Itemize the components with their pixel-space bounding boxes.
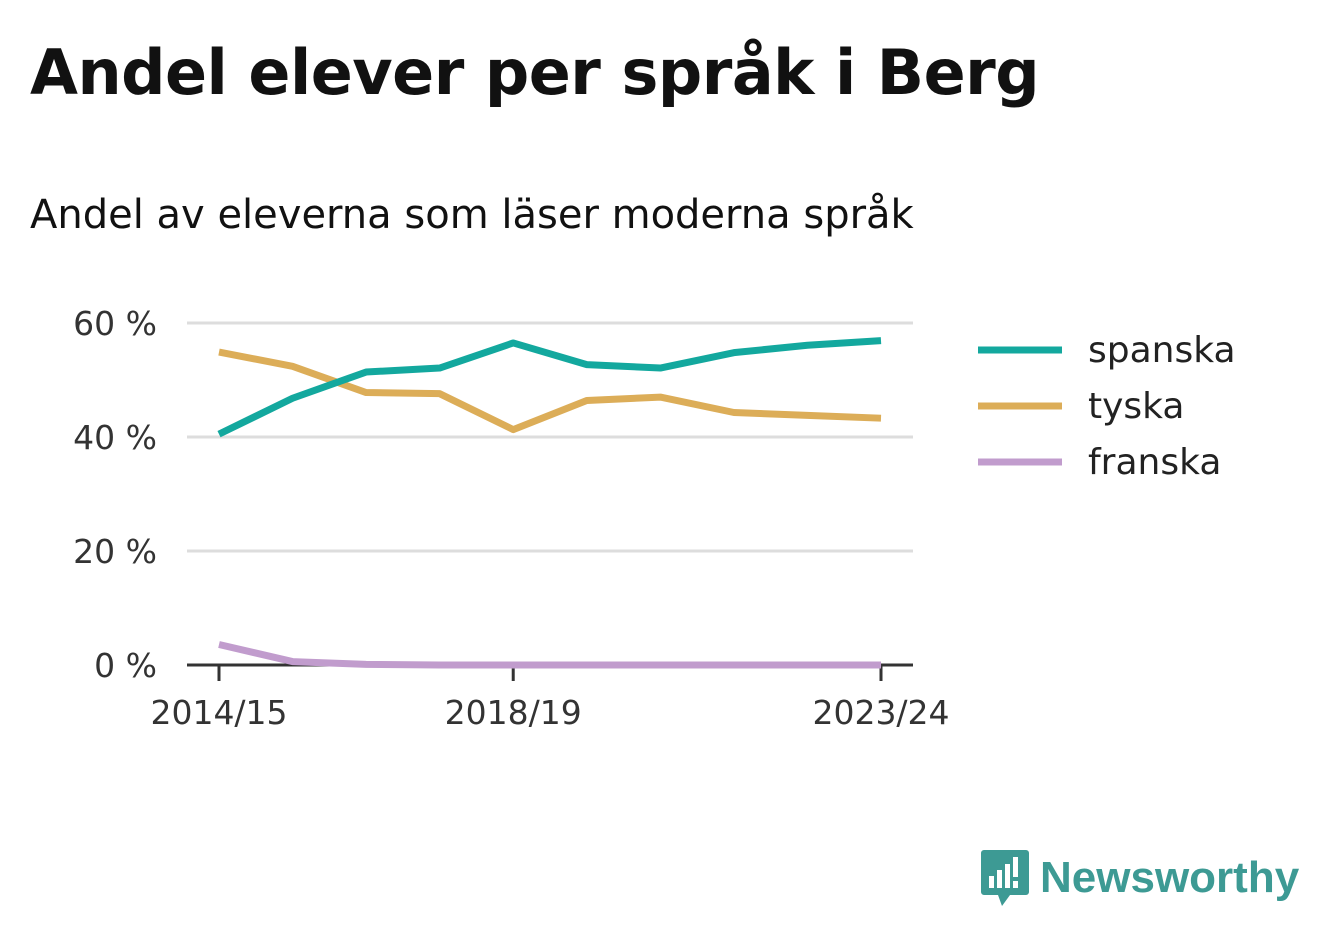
y-tick-label: 0 % (94, 646, 157, 685)
legend-label-spanska: spanska (1088, 330, 1236, 371)
legend-label-tyska: tyska (1088, 386, 1184, 427)
brand-name: Newsworthy (1040, 853, 1300, 902)
series-line-franska (218, 641, 881, 669)
y-tick-label: 20 % (73, 532, 157, 571)
chart-title: Andel elever per språk i Berg (30, 36, 1040, 109)
y-tick-label: 40 % (73, 418, 157, 457)
x-tick-label: 2023/24 (812, 693, 949, 732)
chart-subtitle: Andel av eleverna som läser moderna språ… (30, 192, 914, 238)
legend-label-franska: franska (1088, 442, 1221, 483)
legend: spanska tyska franska (978, 330, 1236, 483)
newsworthy-logo-icon (981, 850, 1029, 906)
series-line-tyska (218, 348, 882, 434)
series-line-spanska (217, 337, 882, 438)
series-lines (217, 337, 882, 669)
x-tick-label: 2014/15 (150, 693, 287, 732)
x-tick-label: 2018/19 (445, 693, 582, 732)
grid-lines (187, 321, 913, 553)
newsworthy-logo: Newsworthy (980, 848, 1299, 908)
y-tick-label: 60 % (73, 304, 157, 343)
